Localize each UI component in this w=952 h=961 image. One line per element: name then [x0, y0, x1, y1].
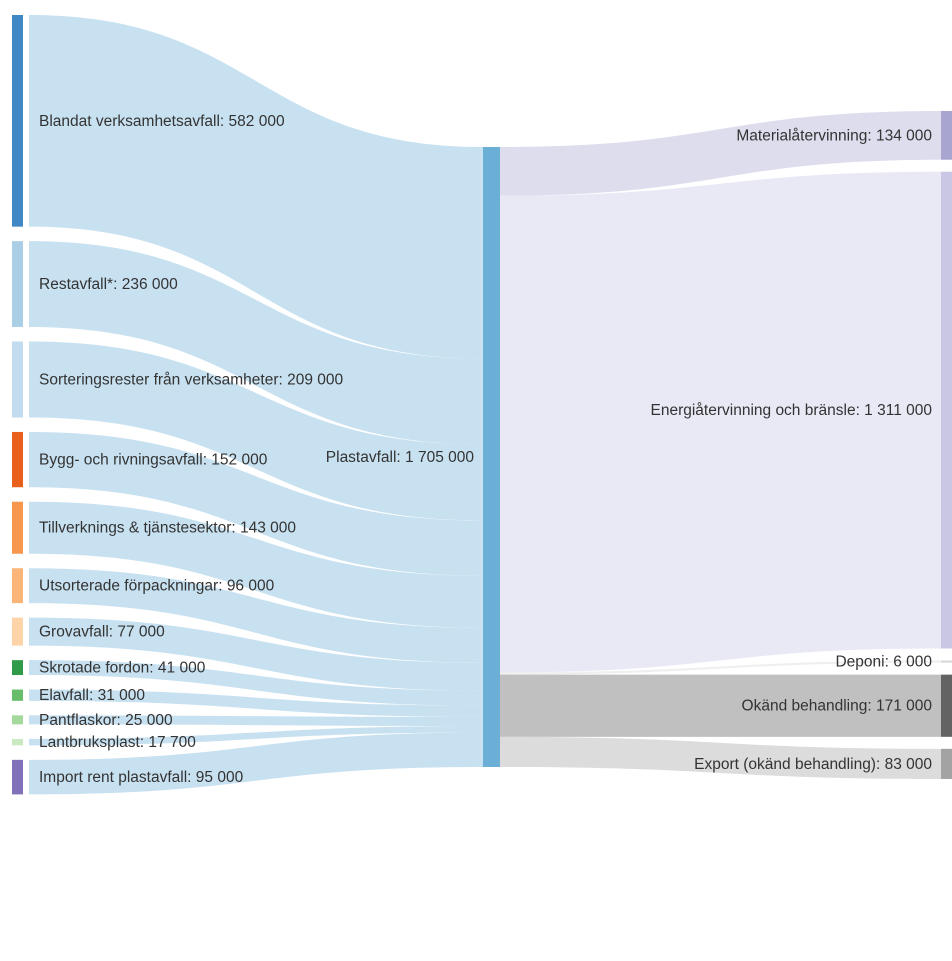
source-node-elavfall [12, 689, 23, 701]
source-node-lantbruksplast [12, 738, 23, 746]
center-label-plastavfall: Plastavfall: 1 705 000 [326, 449, 475, 466]
outflow-link-deponi [500, 660, 941, 675]
inflow-link-import-rent-plastavfall [29, 732, 483, 795]
outflow-link-energiatervinning-och-bransle [500, 171, 941, 673]
outflow-link-okand-behandling [500, 674, 941, 737]
source-label-elavfall: Elavfall: 31 000 [39, 687, 145, 704]
source-label-skrotade-fordon: Skrotade fordon: 41 000 [39, 660, 206, 677]
source-label-sorteringsrester-fran-verksamheter: Sorteringsrester från verksamheter: 209 … [39, 371, 343, 388]
target-label-export-okand-behandling: Export (okänd behandling): 83 000 [694, 756, 932, 773]
inflow-link-tillverknings-tjanstesektor [29, 501, 483, 628]
inflow-links [29, 15, 483, 795]
source-label-bygg-och-rivningsavfall: Bygg- och rivningsavfall: 152 000 [39, 452, 268, 469]
outflow-links [500, 111, 941, 779]
inflow-link-bygg-och-rivningsavfall [29, 431, 483, 576]
target-label-energiatervinning-och-bransle: Energiåtervinning och bränsle: 1 311 000 [651, 402, 933, 419]
target-label-deponi: Deponi: 6 000 [835, 654, 932, 671]
source-label-restavfall: Restavfall*: 236 000 [39, 276, 178, 293]
inflow-link-lantbruksplast [29, 726, 483, 746]
source-label-grovavfall: Grovavfall: 77 000 [39, 624, 165, 641]
source-label-pantflaskor: Pantflaskor: 25 000 [39, 712, 173, 729]
source-label-utsorterade-forpackningar: Utsorterade förpackningar: 96 000 [39, 578, 275, 595]
source-node-bygg-och-rivningsavfall [12, 431, 23, 488]
target-node-okand-behandling [941, 674, 952, 737]
source-node-restavfall [12, 241, 23, 327]
inflow-link-skrotade-fordon [29, 660, 483, 706]
source-node-sorteringsrester-fran-verksamheter [12, 341, 23, 418]
inflow-link-utsorterade-forpackningar [29, 568, 483, 663]
target-node-materialatervinning [941, 111, 952, 160]
source-node-blandat-verksamhetsavfall [12, 15, 23, 227]
target-label-materialatervinning: Materialåtervinning: 134 000 [736, 127, 932, 144]
inflow-link-blandat-verksamhetsavfall [29, 15, 483, 359]
source-label-import-rent-plastavfall: Import rent plastavfall: 95 000 [39, 769, 244, 786]
source-node-grovavfall [12, 617, 23, 646]
target-node-energiatervinning-och-bransle [941, 171, 952, 649]
source-node-tillverknings-tjanstesektor [12, 501, 23, 554]
target-label-okand-behandling: Okänd behandling: 171 000 [742, 698, 933, 715]
source-label-blandat-verksamhetsavfall: Blandat verksamhetsavfall: 582 000 [39, 113, 285, 130]
source-label-tillverknings-tjanstesektor: Tillverknings & tjänstesektor: 143 000 [39, 520, 296, 537]
source-node-utsorterade-forpackningar [12, 568, 23, 604]
sankey-labels: Blandat verksamhetsavfall: 582 000 Restav… [39, 113, 932, 786]
target-node-deponi [941, 660, 952, 663]
source-node-skrotade-fordon [12, 660, 23, 676]
outflow-link-export-okand-behandling [500, 736, 941, 779]
sankey-nodes [12, 15, 952, 795]
center-node-plastavfall [483, 147, 500, 767]
inflow-link-elavfall [29, 689, 483, 717]
inflow-link-grovavfall [29, 617, 483, 691]
source-node-import-rent-plastavfall [12, 759, 23, 795]
outflow-link-materialatervinning [500, 111, 941, 196]
target-node-export-okand-behandling [941, 748, 952, 779]
inflow-link-pantflaskor [29, 715, 483, 727]
inflow-link-sorteringsrester-fran-verksamheter [29, 341, 483, 521]
source-node-pantflaskor [12, 715, 23, 725]
inflow-link-restavfall [29, 241, 483, 445]
source-label-lantbruksplast: Lantbruksplast: 17 700 [39, 734, 196, 751]
